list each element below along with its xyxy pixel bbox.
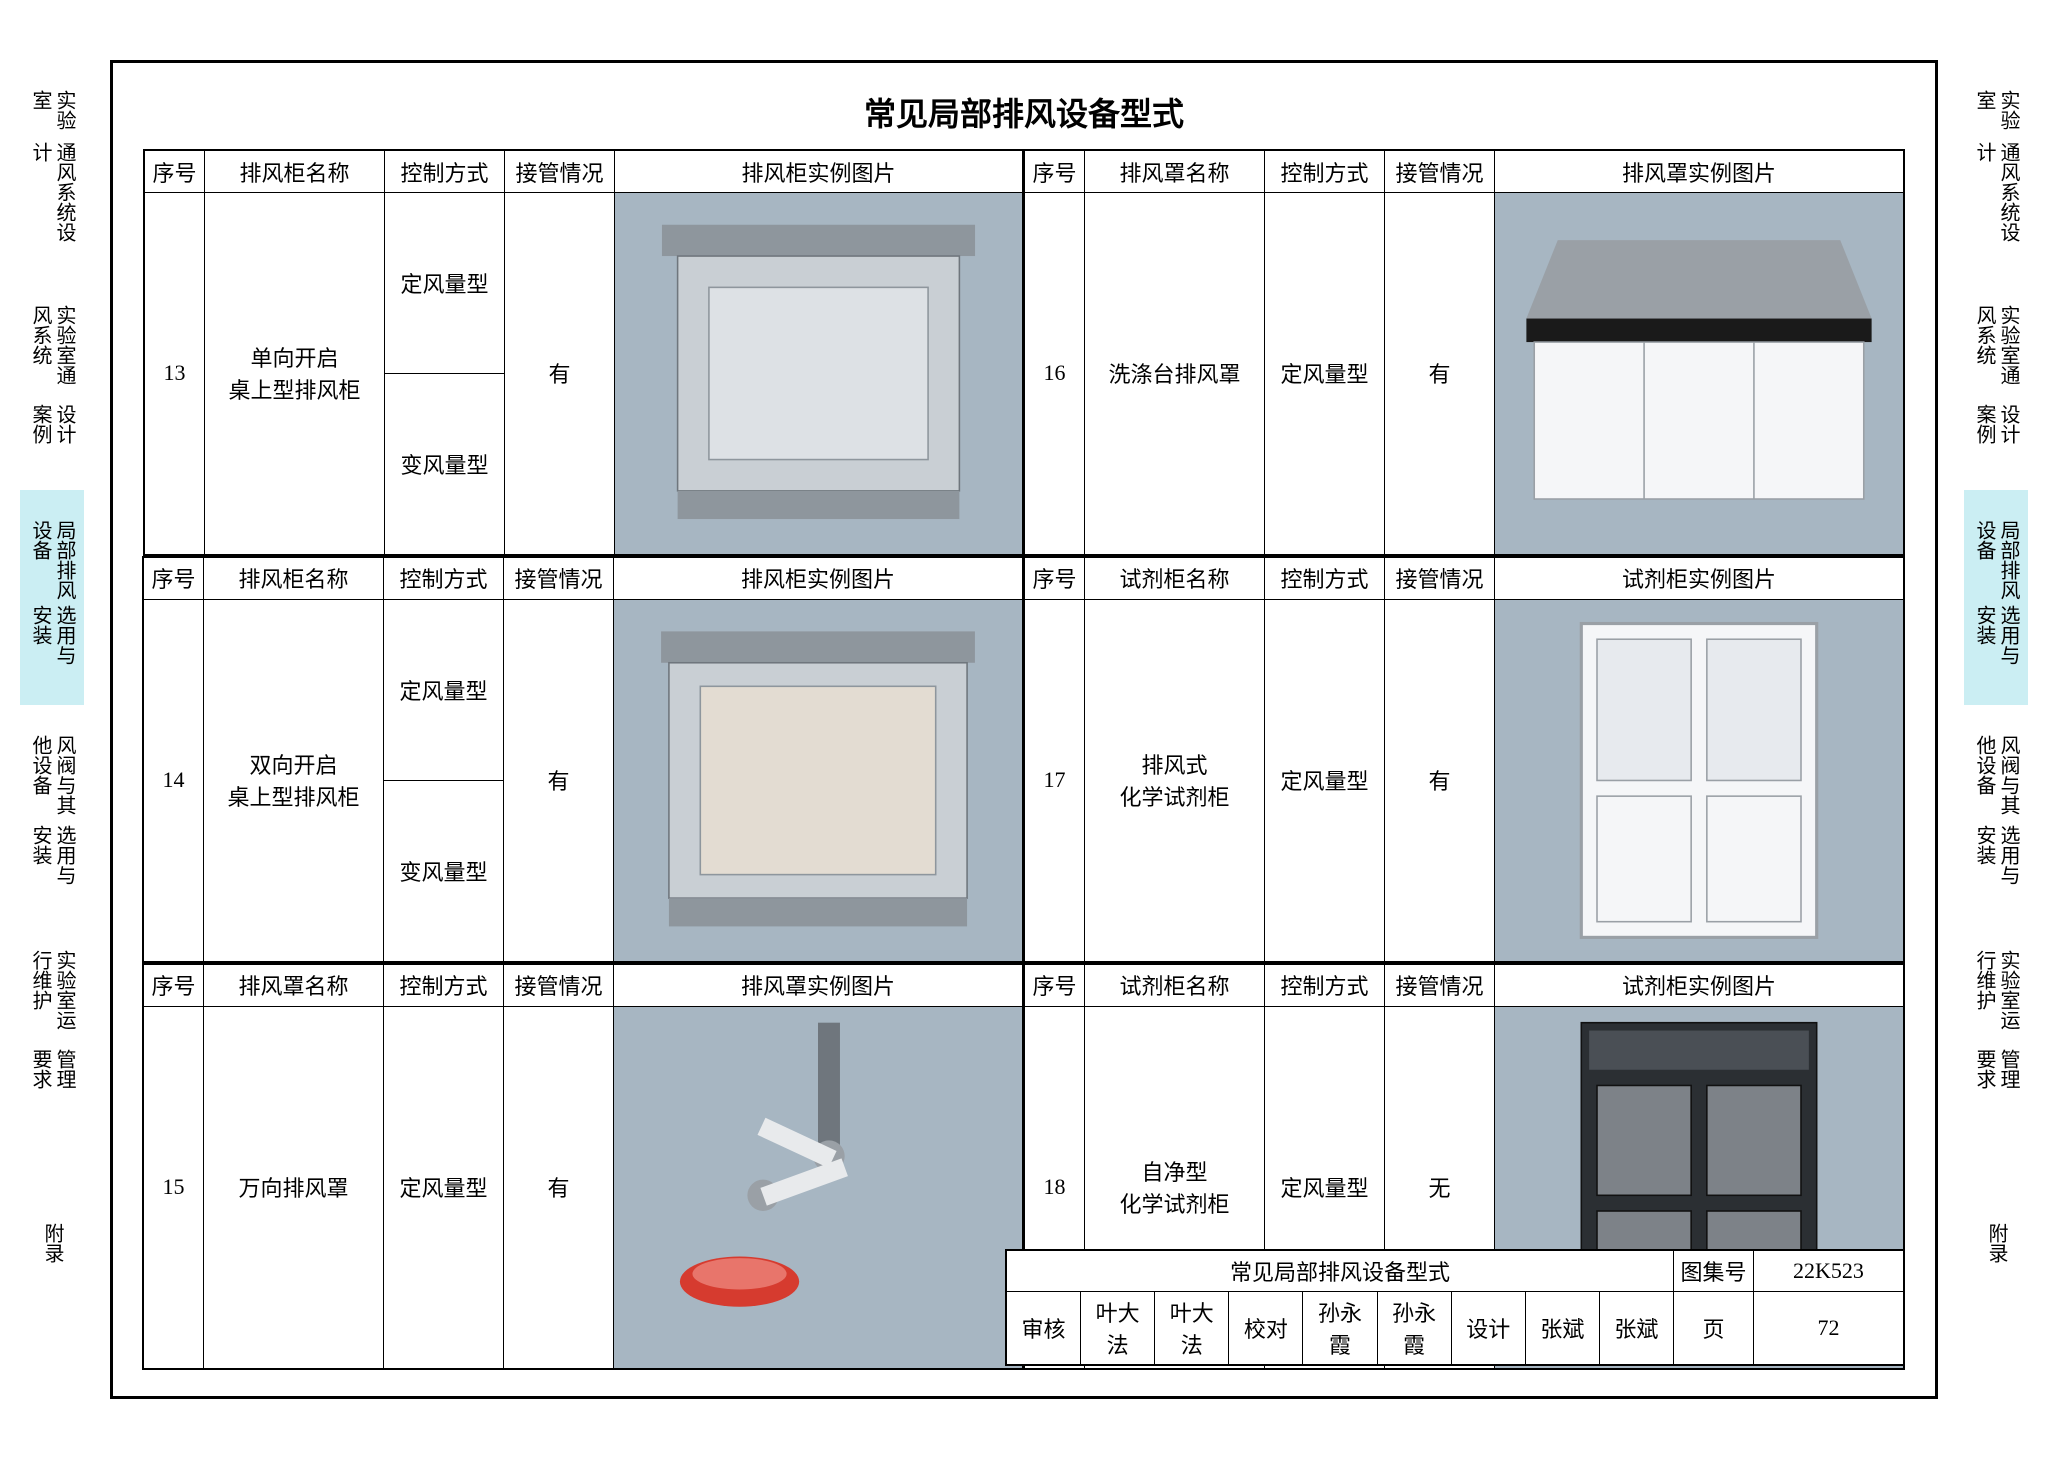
hdr-seq: 序号 [1025, 557, 1085, 599]
hdr-img: 试剂柜实例图片 [1495, 964, 1904, 1006]
hdr-img: 排风罩实例图片 [614, 964, 1023, 1006]
seq-cell: 14 [144, 599, 204, 961]
block-table: 序号 排风罩名称 控制方式 接管情况 排风罩实例图片 16 洗涤台排风罩 定风量… [1024, 150, 1904, 555]
name-cell: 排风式化学试剂柜 [1085, 599, 1265, 961]
hdr-img: 排风柜实例图片 [614, 557, 1023, 599]
nav-tab[interactable]: 实验室运行维护管理要求 [20, 920, 84, 1135]
block-table: 序号 排风柜名称 控制方式 接管情况 排风柜实例图片 13 单向开启桌上型排风柜… [144, 150, 1023, 555]
hdr-name: 排风罩名称 [1085, 151, 1265, 193]
ctrl-cell: 定风量型 [384, 1006, 504, 1368]
nav-tab[interactable]: 风阀与其他设备选用与安装 [1964, 705, 2028, 920]
block-table: 序号 排风柜名称 控制方式 接管情况 排风柜实例图片 14 双向开启桌上型排风柜… [143, 557, 1023, 962]
hdr-seq: 序号 [144, 557, 204, 599]
hdr-pipe: 接管情况 [1385, 964, 1495, 1006]
hdr-ctrl: 控制方式 [1265, 557, 1385, 599]
name-cell: 单向开启桌上型排风柜 [205, 193, 385, 555]
block-table: 序号 试剂柜名称 控制方式 接管情况 试剂柜实例图片 17 排风式化学试剂柜 定… [1024, 557, 1904, 962]
pipe-cell: 有 [504, 1006, 614, 1368]
nav-tab[interactable]: 风阀与其他设备选用与安装 [20, 705, 84, 920]
check-label: 校对 [1229, 1292, 1303, 1365]
pipe-cell: 有 [1385, 193, 1495, 555]
equipment-block: 序号 排风柜名称 控制方式 接管情况 排风柜实例图片 13 单向开启桌上型排风柜… [143, 149, 1024, 556]
hdr-seq: 序号 [1025, 964, 1085, 1006]
hdr-seq: 序号 [1025, 151, 1085, 193]
title-block: 常见局部排风设备型式 图集号 22K523 审核 叶大法 叶大法 校对 孙永霞 … [1005, 1249, 1905, 1366]
drawing-frame: 常见局部排风设备型式 序号 排风柜名称 控制方式 接管情况 排风柜实例图片 13… [110, 60, 1938, 1399]
review-name: 叶大法 [1081, 1292, 1155, 1365]
hdr-pipe: 接管情况 [1385, 557, 1495, 599]
nav-tab[interactable]: 实验室通风系统设计案例 [1964, 275, 2028, 490]
hdr-img: 试剂柜实例图片 [1495, 557, 1904, 599]
hdr-name: 试剂柜名称 [1085, 964, 1265, 1006]
footer-title: 常见局部排风设备型式 [1007, 1251, 1674, 1292]
hdr-name: 排风柜名称 [205, 151, 385, 193]
ctrl-cell: 定风量型 [384, 599, 504, 780]
equipment-block: 序号 排风罩名称 控制方式 接管情况 排风罩实例图片 15 万向排风罩 定风量型… [142, 963, 1024, 1370]
page-no: 72 [1754, 1292, 1904, 1365]
image-cell [1495, 599, 1904, 961]
image-cell [615, 193, 1023, 555]
review-label: 审核 [1007, 1292, 1081, 1365]
review-sig: 叶大法 [1155, 1292, 1229, 1365]
check-name: 孙永霞 [1303, 1292, 1377, 1365]
seq-cell: 13 [145, 193, 205, 555]
seq-cell: 17 [1025, 599, 1085, 961]
hdr-ctrl: 控制方式 [385, 151, 505, 193]
hdr-pipe: 接管情况 [1385, 151, 1495, 193]
nav-tab[interactable]: 实验室通风系统设计案例 [20, 275, 84, 490]
hdr-ctrl: 控制方式 [384, 557, 504, 599]
atlas-label: 图集号 [1674, 1251, 1754, 1292]
block-table: 序号 排风罩名称 控制方式 接管情况 排风罩实例图片 15 万向排风罩 定风量型… [143, 964, 1023, 1369]
check-sig: 孙永霞 [1377, 1292, 1451, 1365]
page-title: 常见局部排风设备型式 [143, 83, 1905, 149]
name-cell: 双向开启桌上型排风柜 [204, 599, 384, 961]
hdr-name: 排风柜名称 [204, 557, 384, 599]
hdr-seq: 序号 [144, 964, 204, 1006]
nav-tab[interactable]: 实验室通风系统设计 [1964, 60, 2028, 275]
pipe-cell: 有 [504, 599, 614, 961]
hdr-ctrl: 控制方式 [1265, 964, 1385, 1006]
image-cell [1495, 193, 1904, 555]
hdr-ctrl: 控制方式 [384, 964, 504, 1006]
hdr-name: 排风罩名称 [204, 964, 384, 1006]
hdr-ctrl: 控制方式 [1265, 151, 1385, 193]
equipment-block: 序号 排风柜名称 控制方式 接管情况 排风柜实例图片 14 双向开启桌上型排风柜… [142, 556, 1024, 963]
nav-tab[interactable]: 附录 [1964, 1135, 2028, 1350]
equipment-block: 序号 排风罩名称 控制方式 接管情况 排风罩实例图片 16 洗涤台排风罩 定风量… [1023, 149, 1905, 556]
ctrl-cell: 变风量型 [384, 780, 504, 961]
seq-cell: 16 [1025, 193, 1085, 555]
nav-tab[interactable]: 实验室通风系统设计 [20, 60, 84, 275]
equipment-block: 序号 试剂柜名称 控制方式 接管情况 试剂柜实例图片 17 排风式化学试剂柜 定… [1023, 556, 1905, 963]
nav-tab[interactable]: 局部排风设备选用与安装 [1964, 490, 2028, 705]
hdr-pipe: 接管情况 [504, 964, 614, 1006]
nav-tab[interactable]: 实验室运行维护管理要求 [1964, 920, 2028, 1135]
design-name: 张斌 [1525, 1292, 1599, 1365]
atlas-no: 22K523 [1754, 1251, 1904, 1292]
hdr-pipe: 接管情况 [504, 557, 614, 599]
page-label: 页 [1674, 1292, 1754, 1365]
name-cell: 洗涤台排风罩 [1085, 193, 1265, 555]
hdr-img: 排风罩实例图片 [1495, 151, 1904, 193]
image-cell [614, 1006, 1023, 1368]
pipe-cell: 有 [505, 193, 615, 555]
ctrl-cell: 定风量型 [1265, 193, 1385, 555]
design-label: 设计 [1451, 1292, 1525, 1365]
hdr-pipe: 接管情况 [505, 151, 615, 193]
pipe-cell: 有 [1385, 599, 1495, 961]
ctrl-cell: 变风量型 [385, 373, 505, 554]
hdr-seq: 序号 [145, 151, 205, 193]
image-cell [614, 599, 1023, 961]
design-sig: 张斌 [1599, 1292, 1673, 1365]
name-cell: 万向排风罩 [204, 1006, 384, 1368]
nav-tabs-left: 实验室通风系统设计实验室通风系统设计案例局部排风设备选用与安装风阀与其他设备选用… [20, 60, 84, 1350]
nav-tab[interactable]: 局部排风设备选用与安装 [20, 490, 84, 705]
hdr-name: 试剂柜名称 [1085, 557, 1265, 599]
ctrl-cell: 定风量型 [1265, 599, 1385, 961]
seq-cell: 15 [144, 1006, 204, 1368]
ctrl-cell: 定风量型 [385, 193, 505, 374]
nav-tab[interactable]: 附录 [20, 1135, 84, 1350]
nav-tabs-right: 实验室通风系统设计实验室通风系统设计案例局部排风设备选用与安装风阀与其他设备选用… [1964, 60, 2028, 1350]
equipment-grid: 序号 排风柜名称 控制方式 接管情况 排风柜实例图片 13 单向开启桌上型排风柜… [143, 149, 1905, 1370]
hdr-img: 排风柜实例图片 [615, 151, 1023, 193]
